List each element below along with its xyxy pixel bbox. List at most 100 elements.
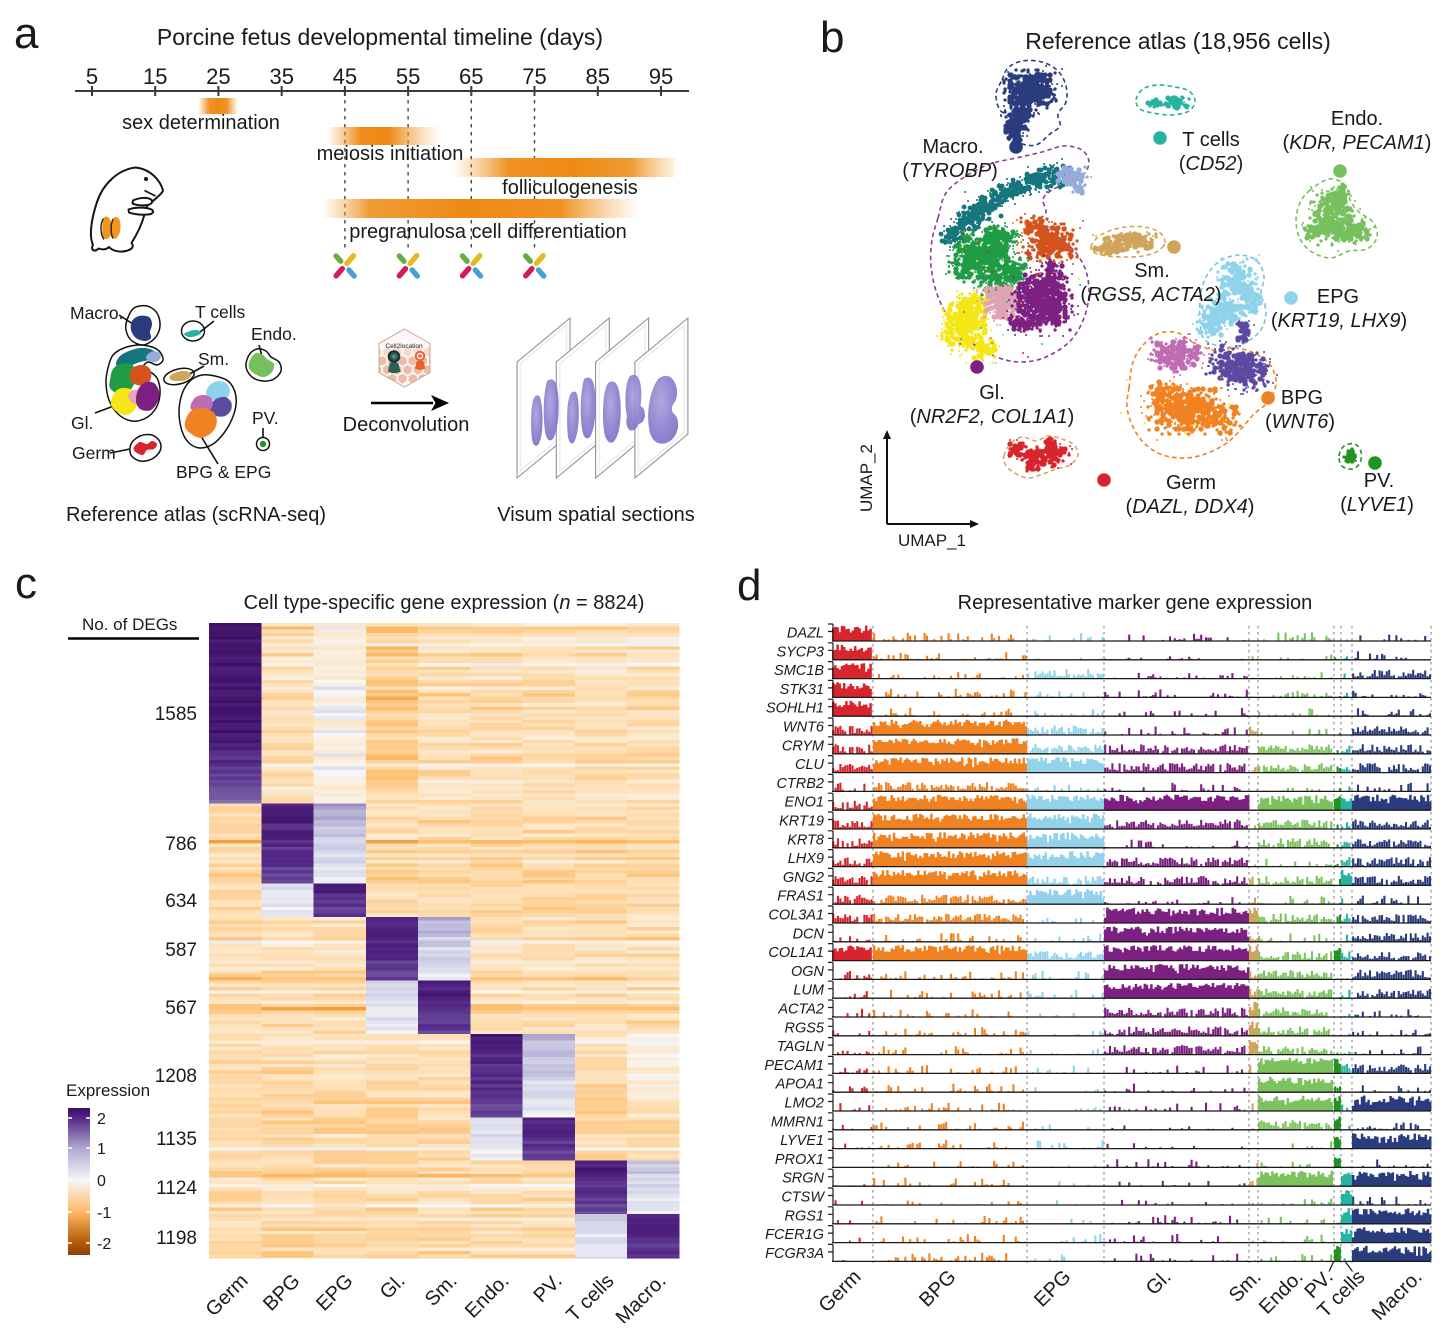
svg-text:-1: -1 xyxy=(97,1205,111,1222)
svg-text:KRT8: KRT8 xyxy=(787,832,824,848)
svg-text:LYVE1: LYVE1 xyxy=(780,1133,824,1149)
svg-text:Endo.: Endo. xyxy=(1331,108,1383,130)
svg-text:COL3A1: COL3A1 xyxy=(768,908,824,924)
svg-text:(WNT6): (WNT6) xyxy=(1265,411,1335,433)
svg-text:CTRB2: CTRB2 xyxy=(776,776,824,792)
svg-text:LUM: LUM xyxy=(793,983,825,999)
svg-text:(DAZL, DDX4): (DAZL, DDX4) xyxy=(1126,496,1255,518)
svg-text:Visum spatial sections: Visum spatial sections xyxy=(497,504,695,526)
svg-text:55: 55 xyxy=(396,64,420,89)
svg-text:c: c xyxy=(15,559,37,608)
svg-text:Cell type-specific gene expres: Cell type-specific gene expression (n = … xyxy=(244,592,645,614)
svg-text:(RGS5, ACTA2): (RGS5, ACTA2) xyxy=(1080,284,1221,306)
svg-text:(CD52): (CD52) xyxy=(1179,153,1243,175)
svg-text:(LYVE1): (LYVE1) xyxy=(1340,494,1414,516)
svg-text:RGS1: RGS1 xyxy=(785,1208,825,1224)
svg-text:1124: 1124 xyxy=(156,1178,197,1199)
svg-text:FCGR3A: FCGR3A xyxy=(765,1246,824,1262)
svg-text:OGN: OGN xyxy=(791,964,825,980)
svg-text:EPG: EPG xyxy=(1317,286,1359,308)
svg-text:folliculogenesis: folliculogenesis xyxy=(502,177,638,199)
svg-text:567: 567 xyxy=(165,998,197,1019)
svg-text:CTSW: CTSW xyxy=(781,1190,825,1206)
svg-text:d: d xyxy=(737,561,761,610)
svg-text:pregranulosa cell differentiat: pregranulosa cell differentiation xyxy=(349,221,627,243)
svg-text:ENO1: ENO1 xyxy=(785,795,825,811)
svg-text:0: 0 xyxy=(97,1173,106,1190)
svg-text:25: 25 xyxy=(206,64,230,89)
svg-text:15: 15 xyxy=(143,64,167,89)
svg-text:MMRN1: MMRN1 xyxy=(771,1114,824,1130)
svg-text:T cells: T cells xyxy=(1182,129,1239,151)
svg-text:Expression: Expression xyxy=(66,1081,150,1100)
svg-text:(TYROBP): (TYROBP) xyxy=(902,160,998,182)
svg-text:Endo.: Endo. xyxy=(251,324,297,344)
svg-text:(KDR, PECAM1): (KDR, PECAM1) xyxy=(1283,132,1432,154)
svg-text:CRYM: CRYM xyxy=(782,738,825,754)
svg-text:(KRT19, LHX9): (KRT19, LHX9) xyxy=(1271,310,1407,332)
svg-text:APOA1: APOA1 xyxy=(775,1077,824,1093)
svg-text:45: 45 xyxy=(333,64,357,89)
svg-text:634: 634 xyxy=(165,891,197,912)
svg-text:PROX1: PROX1 xyxy=(775,1152,824,1168)
svg-text:1135: 1135 xyxy=(156,1129,197,1150)
svg-text:65: 65 xyxy=(459,64,483,89)
svg-text:587: 587 xyxy=(165,940,197,961)
svg-text:SMC1B: SMC1B xyxy=(774,663,824,679)
svg-text:WNT6: WNT6 xyxy=(783,720,825,736)
svg-text:Porcine fetus developmental ti: Porcine fetus developmental timeline (da… xyxy=(157,24,603,50)
svg-text:TAGLN: TAGLN xyxy=(777,1039,825,1055)
svg-text:SYCP3: SYCP3 xyxy=(776,644,824,660)
svg-text:GNG2: GNG2 xyxy=(783,870,824,886)
svg-text:Macro.: Macro. xyxy=(922,136,983,158)
svg-text:786: 786 xyxy=(165,834,197,855)
svg-text:Gl.: Gl. xyxy=(71,413,93,433)
svg-text:75: 75 xyxy=(522,64,546,89)
svg-text:Sm.: Sm. xyxy=(1134,260,1170,282)
svg-text:b: b xyxy=(820,13,844,62)
svg-text:Reference atlas (18,956 cells): Reference atlas (18,956 cells) xyxy=(1025,28,1331,54)
svg-text:5: 5 xyxy=(86,64,98,89)
svg-text:PV.: PV. xyxy=(252,408,279,428)
svg-text:Germ: Germ xyxy=(1166,472,1216,494)
svg-text:UMAP_2: UMAP_2 xyxy=(857,444,876,512)
svg-text:LMO2: LMO2 xyxy=(785,1096,825,1112)
svg-text:COL1A1: COL1A1 xyxy=(768,945,824,961)
svg-text:1198: 1198 xyxy=(156,1228,197,1249)
svg-text:Cell2location: Cell2location xyxy=(385,343,423,350)
svg-text:DCN: DCN xyxy=(793,926,825,942)
svg-text:RGS5: RGS5 xyxy=(785,1020,825,1036)
svg-text:STK31: STK31 xyxy=(780,682,824,698)
svg-text:(NR2F2, COL1A1): (NR2F2, COL1A1) xyxy=(910,406,1075,428)
svg-text:Germ: Germ xyxy=(72,443,116,463)
svg-text:SRGN: SRGN xyxy=(782,1171,824,1187)
svg-text:UMAP_1: UMAP_1 xyxy=(898,531,966,550)
svg-text:CLU: CLU xyxy=(795,757,825,773)
svg-text:KRT19: KRT19 xyxy=(779,814,824,830)
svg-text:Gl.: Gl. xyxy=(979,382,1005,404)
svg-text:2: 2 xyxy=(97,1111,106,1128)
svg-text:No. of DEGs: No. of DEGs xyxy=(82,615,177,634)
svg-text:SOHLH1: SOHLH1 xyxy=(766,701,824,717)
svg-text:BPG & EPG: BPG & EPG xyxy=(176,462,271,482)
svg-text:Sm.: Sm. xyxy=(198,349,229,369)
svg-text:a: a xyxy=(14,9,39,58)
svg-text:-2: -2 xyxy=(97,1236,111,1253)
svg-text:1585: 1585 xyxy=(155,704,197,725)
svg-text:FCER1G: FCER1G xyxy=(765,1227,824,1243)
svg-text:PECAM1: PECAM1 xyxy=(764,1058,824,1074)
svg-text:1208: 1208 xyxy=(155,1066,197,1087)
svg-text:FRAS1: FRAS1 xyxy=(777,889,824,905)
svg-text:LHX9: LHX9 xyxy=(788,851,824,867)
svg-text:sex determination: sex determination xyxy=(122,112,280,134)
svg-text:BPG: BPG xyxy=(1281,387,1323,409)
svg-text:PV.: PV. xyxy=(1364,470,1394,492)
svg-text:T cells: T cells xyxy=(195,302,245,322)
svg-text:35: 35 xyxy=(269,64,293,89)
svg-text:Reference atlas (scRNA-seq): Reference atlas (scRNA-seq) xyxy=(66,504,326,526)
svg-text:85: 85 xyxy=(586,64,610,89)
svg-text:Deconvolution: Deconvolution xyxy=(343,414,470,436)
svg-text:ACTA2: ACTA2 xyxy=(777,1002,824,1018)
svg-text:1: 1 xyxy=(97,1141,106,1158)
svg-text:95: 95 xyxy=(649,64,673,89)
